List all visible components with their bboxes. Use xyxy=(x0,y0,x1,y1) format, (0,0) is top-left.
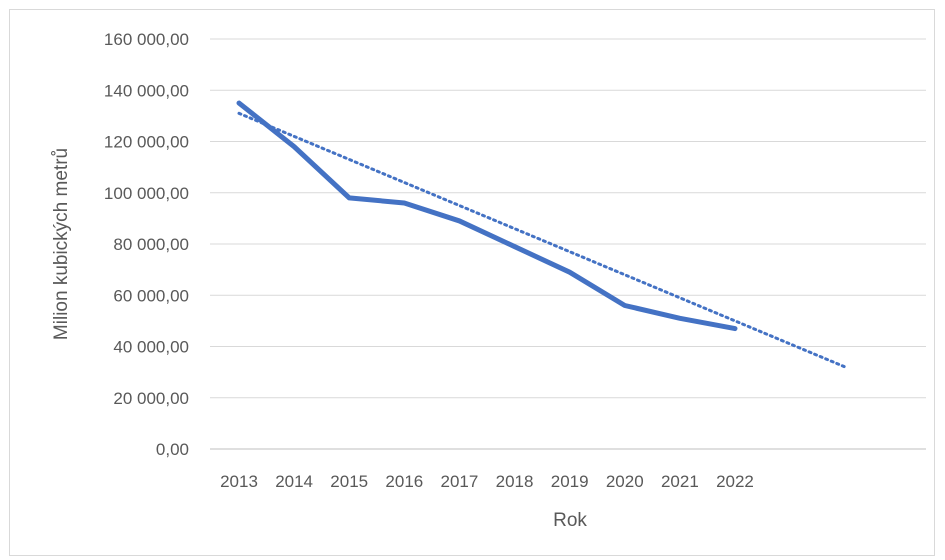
x-tick-label: 2015 xyxy=(330,472,368,491)
y-tick-label: 120 000,00 xyxy=(104,133,189,152)
gridlines xyxy=(210,38,926,450)
y-axis-ticks: 0,00 20 000,00 40 000,00 60 000,00 80 000,00… xyxy=(104,30,189,459)
x-tick-label: 2018 xyxy=(496,472,534,491)
y-tick-label: 160 000,00 xyxy=(104,30,189,49)
y-tick-label: 0,00 xyxy=(156,440,189,459)
y-tick-label: 60 000,00 xyxy=(113,286,189,305)
chart-area xyxy=(9,9,935,556)
y-tick-label: 40 000,00 xyxy=(113,338,189,357)
x-tick-label: 2017 xyxy=(441,472,479,491)
x-tick-label: 2019 xyxy=(551,472,589,491)
series-line xyxy=(236,100,738,332)
x-tick-label: 2021 xyxy=(661,472,699,491)
y-tick-label: 100 000,00 xyxy=(104,184,189,203)
x-tick-label: 2013 xyxy=(220,472,258,491)
trendline xyxy=(237,111,847,369)
y-tick-label: 80 000,00 xyxy=(113,235,189,254)
x-tick-label: 2016 xyxy=(385,472,423,491)
x-axis-title: Rok xyxy=(553,510,587,531)
x-tick-label: 2020 xyxy=(606,472,644,491)
y-axis-title: Milion kubických metrů xyxy=(51,148,72,340)
y-tick-label: 140 000,00 xyxy=(104,81,189,100)
x-axis-ticks: 2013 2014 2015 2016 2017 2018 2019 2020 2021 2022 xyxy=(220,472,754,491)
y-tick-label: 20 000,00 xyxy=(113,389,189,408)
x-tick-label: 2014 xyxy=(275,472,313,491)
x-tick-label: 2022 xyxy=(716,472,754,491)
series-layer xyxy=(236,100,847,369)
